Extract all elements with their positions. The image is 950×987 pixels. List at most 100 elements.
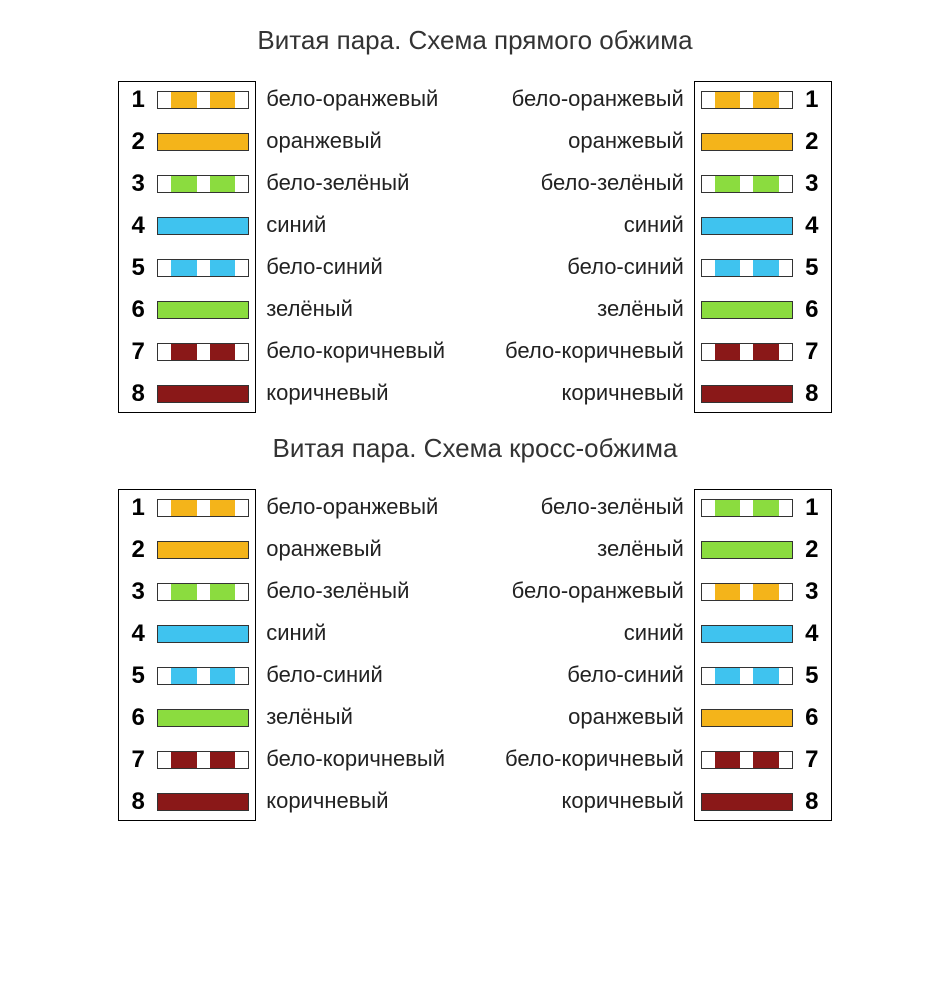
pin-number: 8	[799, 380, 825, 408]
wire-brown	[157, 385, 249, 403]
pin-row: 2	[125, 540, 249, 560]
wire-white-green	[701, 499, 793, 517]
pin-number: 2	[125, 536, 151, 564]
pin-number: 3	[125, 578, 151, 606]
wire-label: зелёный	[505, 539, 694, 559]
wire-blue	[701, 217, 793, 235]
pin-number: 4	[799, 212, 825, 240]
wire-white-brown	[157, 343, 249, 361]
pin-row: 5	[125, 258, 249, 278]
labels-block: бело-оранжевыйоранжевыйбело-зелёныйсиний…	[505, 81, 694, 411]
wire-brown	[701, 793, 793, 811]
wire-label: коричневый	[505, 383, 694, 403]
pin-number: 6	[799, 296, 825, 324]
wire-blue	[157, 217, 249, 235]
wire-label: бело-зелёный	[256, 173, 445, 193]
pin-number: 2	[125, 128, 151, 156]
pin-row: 4	[125, 216, 249, 236]
wire-blue	[701, 625, 793, 643]
pin-number: 5	[799, 662, 825, 690]
pin-number: 7	[799, 746, 825, 774]
wire-label: бело-синий	[505, 257, 694, 277]
wire-label: коричневый	[256, 791, 445, 811]
pin-number: 7	[125, 338, 151, 366]
pin-number: 5	[125, 254, 151, 282]
pin-row: 4	[125, 624, 249, 644]
wire-white-blue	[157, 259, 249, 277]
wire-white-brown	[157, 751, 249, 769]
wire-label: бело-синий	[505, 665, 694, 685]
pin-number: 8	[125, 380, 151, 408]
pin-block: 12345678	[694, 81, 832, 413]
wire-label: синий	[256, 215, 445, 235]
pin-number: 4	[799, 620, 825, 648]
pin-number: 3	[799, 170, 825, 198]
pin-number: 1	[125, 86, 151, 114]
pin-number: 8	[799, 788, 825, 816]
pin-block: 12345678	[694, 489, 832, 821]
pin-row: 8	[125, 384, 249, 404]
wire-label: коричневый	[256, 383, 445, 403]
wire-label: бело-синий	[256, 257, 445, 277]
wire-white-green	[157, 583, 249, 601]
wire-label: коричневый	[505, 791, 694, 811]
pin-number: 3	[125, 170, 151, 198]
wire-white-blue	[157, 667, 249, 685]
wire-label: оранжевый	[256, 131, 445, 151]
wire-label: оранжевый	[256, 539, 445, 559]
pin-number: 7	[125, 746, 151, 774]
connector-right: 12345678бело-зелёныйзелёныйбело-оранжевы…	[505, 489, 832, 821]
pin-row: 1	[701, 90, 825, 110]
wire-label: зелёный	[256, 299, 445, 319]
wire-white-orange	[701, 583, 793, 601]
wire-green	[157, 301, 249, 319]
wire-label: зелёный	[256, 707, 445, 727]
pin-number: 1	[799, 494, 825, 522]
wire-label: синий	[256, 623, 445, 643]
pin-row: 6	[125, 708, 249, 728]
pin-number: 2	[799, 536, 825, 564]
wire-white-orange	[701, 91, 793, 109]
pin-row: 2	[125, 132, 249, 152]
pin-row: 3	[125, 174, 249, 194]
wire-white-blue	[701, 667, 793, 685]
pin-row: 8	[701, 384, 825, 404]
wire-green	[701, 301, 793, 319]
wire-label: зелёный	[505, 299, 694, 319]
wire-brown	[157, 793, 249, 811]
wire-label: оранжевый	[505, 131, 694, 151]
connector-right: 12345678бело-оранжевыйоранжевыйбело-зелё…	[505, 81, 832, 413]
pin-row: 1	[125, 90, 249, 110]
wire-orange	[157, 541, 249, 559]
wire-white-blue	[701, 259, 793, 277]
wire-white-orange	[157, 499, 249, 517]
wire-label: оранжевый	[505, 707, 694, 727]
pin-row: 3	[125, 582, 249, 602]
connector-left: 12345678бело-оранжевыйоранжевыйбело-зелё…	[118, 489, 445, 821]
pin-number: 5	[125, 662, 151, 690]
wire-orange	[701, 133, 793, 151]
pin-number: 6	[125, 296, 151, 324]
wire-label: бело-зелёный	[505, 173, 694, 193]
labels-block: бело-зелёныйзелёныйбело-оранжевыйсинийбе…	[505, 489, 694, 819]
pin-row: 7	[125, 750, 249, 770]
wire-white-green	[157, 175, 249, 193]
wire-green	[701, 541, 793, 559]
wire-label: синий	[505, 623, 694, 643]
pin-number: 3	[799, 578, 825, 606]
wire-brown	[701, 385, 793, 403]
wire-label: бело-коричневый	[505, 341, 694, 361]
wire-label: синий	[505, 215, 694, 235]
diagram-title: Витая пара. Схема кросс-обжима	[0, 433, 950, 464]
pin-number: 5	[799, 254, 825, 282]
pin-row: 5	[701, 666, 825, 686]
pin-row: 1	[701, 498, 825, 518]
pin-row: 8	[701, 792, 825, 812]
pin-number: 4	[125, 620, 151, 648]
pin-block: 1 2 3 4 5 6 7 8	[118, 81, 256, 413]
pin-number: 7	[799, 338, 825, 366]
wire-label: бело-коричневый	[505, 749, 694, 769]
pin-row: 3	[701, 582, 825, 602]
pin-number: 1	[799, 86, 825, 114]
pin-row: 4	[701, 624, 825, 644]
